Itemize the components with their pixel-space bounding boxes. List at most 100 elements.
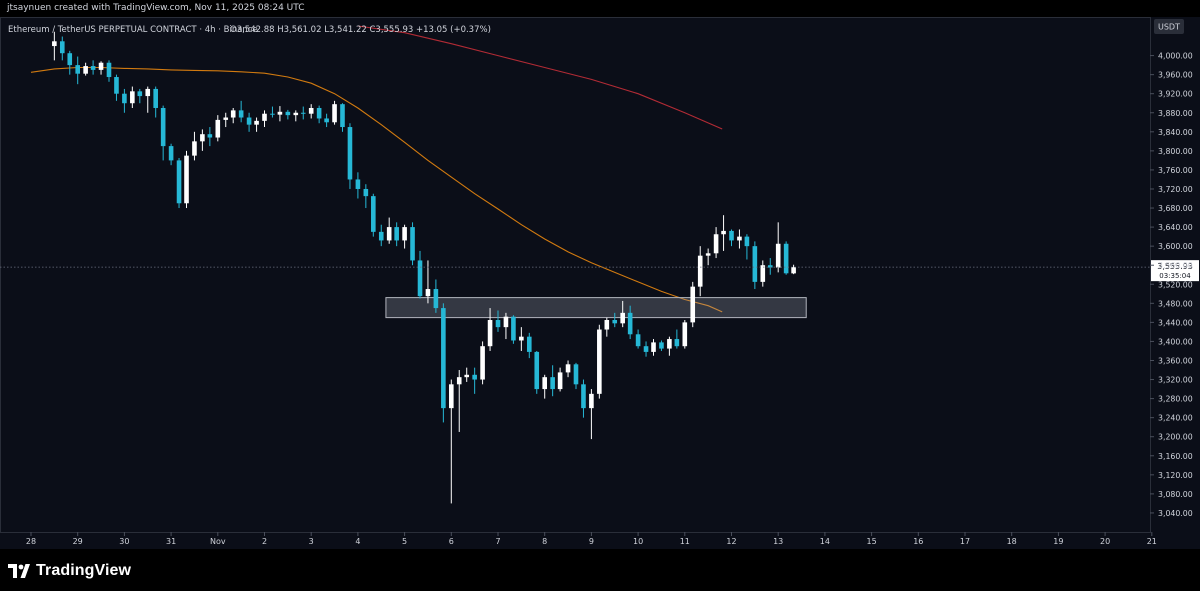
candle	[511, 315, 516, 344]
candle	[137, 88, 143, 104]
candle	[215, 115, 221, 142]
candle-body	[550, 377, 555, 390]
candle-body	[791, 267, 796, 274]
candle-body	[480, 346, 485, 380]
candle	[308, 104, 314, 119]
candle	[363, 184, 369, 209]
candle-body	[425, 289, 431, 297]
candle	[737, 229, 742, 249]
candle	[674, 329, 680, 349]
candle-body	[659, 342, 664, 349]
candle-body	[402, 227, 407, 241]
candle-body	[612, 319, 618, 324]
candle-body	[767, 265, 773, 268]
candle-body	[184, 155, 189, 204]
candle	[184, 150, 189, 209]
chart-area[interactable]: 3,555.93 03:35:04 4,000.00 3,960.00 3,920.0…	[0, 17, 1200, 549]
candle-body	[98, 62, 104, 70]
y-tick-label: 3,560.00	[1158, 261, 1193, 270]
y-tick-label: 3,520.00	[1158, 280, 1193, 289]
candle-body	[363, 188, 369, 197]
y-tick-label: 3,160.00	[1158, 452, 1193, 461]
x-tick-label: 20	[1100, 537, 1110, 546]
candle	[67, 50, 73, 75]
candle-body	[721, 230, 726, 235]
candle-body	[456, 377, 462, 385]
y-tick-label: 3,240.00	[1158, 414, 1193, 423]
candle-body	[293, 112, 299, 116]
candle	[433, 279, 439, 313]
candle	[519, 327, 524, 351]
candle-body	[682, 322, 688, 347]
candle-body	[620, 312, 625, 324]
candle	[620, 300, 625, 328]
support-zone-box	[385, 297, 807, 319]
candle-body	[410, 227, 415, 261]
candle	[534, 350, 540, 394]
candle	[324, 113, 329, 128]
candle	[300, 106, 306, 120]
candle	[495, 310, 501, 332]
x-tick-label: 3	[309, 537, 314, 546]
x-tick-label: 11	[680, 537, 690, 546]
candle	[503, 312, 509, 340]
candle-body	[324, 118, 329, 123]
candles-layer	[52, 31, 796, 504]
candle	[293, 110, 299, 122]
candle	[542, 374, 547, 399]
y-tick-label: 3,280.00	[1158, 395, 1193, 404]
candle-body	[690, 286, 696, 323]
candle-body	[651, 342, 656, 352]
candle-body	[705, 253, 711, 256]
y-tick-label: 3,480.00	[1158, 299, 1193, 308]
support-zone-layer	[385, 297, 807, 319]
candle	[425, 260, 431, 304]
candle-body	[90, 66, 96, 70]
candle	[635, 329, 641, 349]
candle	[557, 367, 563, 392]
candle	[230, 107, 236, 124]
tradingview-logo[interactable]: TradingView	[8, 561, 131, 581]
currency-box	[1154, 19, 1184, 34]
y-tick-label: 3,400.00	[1158, 337, 1193, 346]
candle-body	[106, 62, 112, 78]
current-price-label: 3,555.93	[1157, 262, 1193, 271]
y-tick-label: 3,600.00	[1158, 242, 1193, 251]
grid-layer	[0, 17, 1151, 533]
x-tick-label: 19	[1053, 537, 1063, 546]
candle	[75, 56, 80, 85]
candle-body	[300, 112, 306, 114]
candle	[340, 103, 345, 132]
candle	[667, 336, 672, 356]
candle	[581, 379, 586, 418]
y-tick-label: 3,200.00	[1158, 433, 1193, 442]
candle	[52, 31, 57, 61]
candle	[145, 86, 151, 113]
candle	[355, 172, 361, 199]
candle-body	[597, 329, 602, 394]
attribution-bar: jtsaynuen created with TradingView.com, …	[0, 0, 1200, 17]
candle-body	[495, 319, 501, 328]
candle-body	[52, 41, 57, 47]
y-tick-label: 3,800.00	[1158, 147, 1193, 156]
candle-body	[332, 104, 337, 123]
candle	[487, 308, 493, 351]
y-tick-label: 3,640.00	[1158, 223, 1193, 232]
candle	[200, 129, 205, 151]
x-tick-label: 21	[1147, 537, 1157, 546]
candle	[130, 86, 135, 108]
candle	[643, 341, 649, 357]
candle	[254, 117, 259, 132]
candle-body	[347, 127, 353, 180]
candle	[612, 312, 618, 328]
candle-body	[262, 113, 267, 121]
candle-body	[697, 255, 703, 287]
candle	[713, 227, 719, 259]
candle	[207, 127, 213, 147]
candle-body	[604, 319, 610, 330]
x-tick-label: 28	[26, 537, 36, 546]
tradingview-logo-text: TradingView	[36, 562, 132, 579]
y-tick-label: 3,920.00	[1158, 90, 1193, 99]
candle-body	[752, 246, 758, 282]
